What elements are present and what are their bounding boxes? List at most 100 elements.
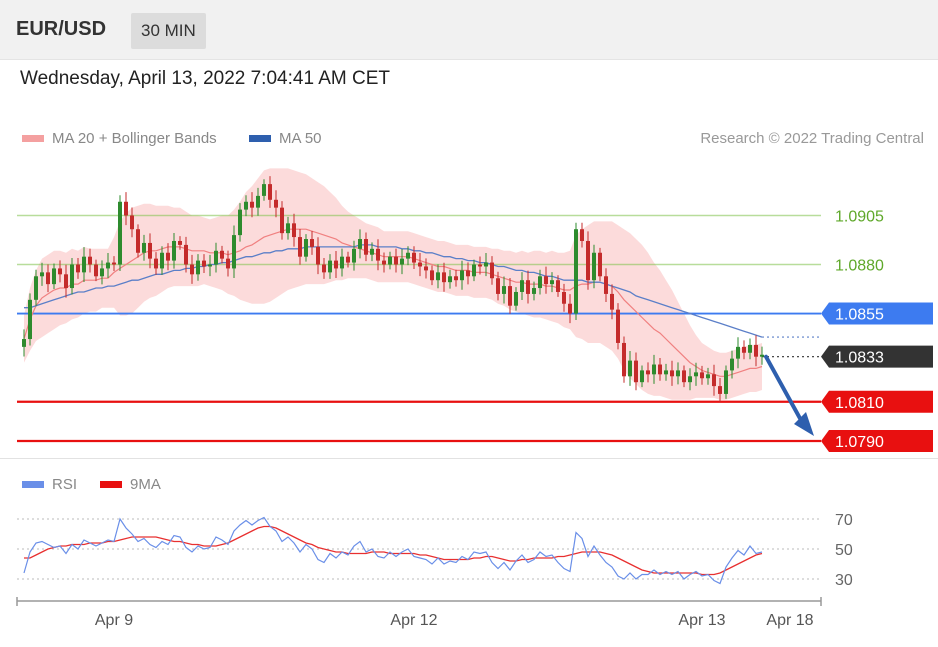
candle-body: [250, 201, 254, 208]
candle-body: [430, 270, 434, 281]
candle: [736, 337, 740, 369]
candle: [64, 264, 68, 298]
candle-body: [340, 256, 344, 269]
candle-body: [754, 344, 758, 357]
candle: [298, 229, 302, 265]
legend-9ma: 9MA: [100, 476, 161, 493]
candle: [682, 365, 686, 388]
candle: [562, 283, 566, 312]
candle: [310, 230, 314, 255]
candle-body: [52, 268, 56, 285]
candle: [754, 335, 758, 367]
candle-body: [472, 264, 476, 277]
candle: [730, 350, 734, 379]
candle: [22, 329, 26, 357]
candle-body: [256, 195, 260, 208]
candle-body: [184, 244, 188, 265]
candle-body: [220, 250, 224, 259]
candle-body: [394, 256, 398, 265]
candle: [640, 365, 644, 388]
candle: [448, 269, 452, 289]
candle: [484, 252, 488, 277]
candle: [664, 363, 668, 381]
candle-body: [628, 360, 632, 377]
ma50-label: MA 50: [279, 130, 322, 147]
candle: [58, 260, 62, 283]
candle: [244, 195, 248, 217]
ma9-label: 9MA: [130, 476, 161, 493]
candle-body: [268, 184, 272, 200]
candle-body: [424, 266, 428, 271]
candle-body: [676, 370, 680, 377]
candle-body: [160, 252, 164, 269]
candle-body: [130, 215, 134, 230]
rsi-line: [23, 516, 763, 585]
level-label-1.0880: 1.0880: [835, 258, 884, 275]
candle-body: [244, 201, 248, 210]
candle: [574, 222, 578, 321]
candle-body: [556, 280, 560, 292]
candle: [34, 269, 38, 307]
candle: [580, 222, 584, 248]
level-tag-1.0790: 1.0790: [821, 430, 933, 452]
candle: [466, 262, 470, 285]
candle-body: [88, 256, 92, 265]
candle: [400, 249, 404, 275]
candle-body: [214, 250, 218, 265]
legend-ma50: MA 50: [249, 130, 322, 147]
candle-body: [508, 286, 512, 306]
candle-body: [364, 239, 368, 255]
moving-averages: [23, 228, 821, 377]
candle-body: [670, 370, 674, 377]
candle: [760, 346, 764, 365]
candle-body: [448, 276, 452, 283]
candle-body: [94, 264, 98, 277]
candle-body: [496, 278, 500, 294]
ma50-swatch: [249, 134, 271, 142]
candle: [628, 350, 632, 386]
candle: [250, 192, 254, 218]
candle: [694, 362, 698, 386]
candle-body: [484, 262, 488, 267]
timeframe-button[interactable]: 30 MIN: [131, 13, 206, 49]
candle: [502, 276, 506, 304]
candle-body: [454, 276, 458, 281]
candle-body: [652, 364, 656, 375]
candle-body: [706, 374, 710, 379]
candle: [496, 271, 500, 301]
candle-body: [730, 358, 734, 371]
candle: [202, 254, 206, 273]
candle-body: [526, 280, 530, 294]
candle-body: [436, 272, 440, 281]
candle: [388, 251, 392, 270]
level-tag-text: 1.0810: [835, 395, 884, 412]
panel-divider: [0, 458, 938, 459]
candle-body: [100, 268, 104, 277]
candle: [364, 232, 368, 262]
candle: [160, 246, 164, 275]
candle-body: [124, 201, 128, 216]
rsi-tick-label: 70: [835, 512, 853, 529]
candle-body: [298, 237, 302, 257]
candle: [46, 264, 50, 293]
candle: [322, 258, 326, 279]
level-tag-bg: [821, 390, 933, 413]
candle: [334, 250, 338, 279]
candle-body: [178, 240, 182, 245]
candle: [460, 260, 464, 290]
candle-body: [274, 199, 278, 208]
candle-body: [46, 272, 50, 285]
candle: [520, 272, 524, 301]
candle-body: [376, 248, 380, 261]
candle: [208, 254, 212, 277]
legend-ma20: MA 20 + Bollinger Bands: [22, 130, 217, 147]
level-tag-text: 1.0855: [835, 307, 884, 324]
candle: [94, 259, 98, 282]
candle-body: [412, 252, 416, 263]
candle: [280, 201, 284, 240]
candle-body: [478, 264, 482, 267]
candle-body: [40, 272, 44, 277]
candle-body: [538, 276, 542, 289]
rsi-tick-label: 50: [835, 542, 853, 559]
candle-body: [76, 264, 80, 273]
